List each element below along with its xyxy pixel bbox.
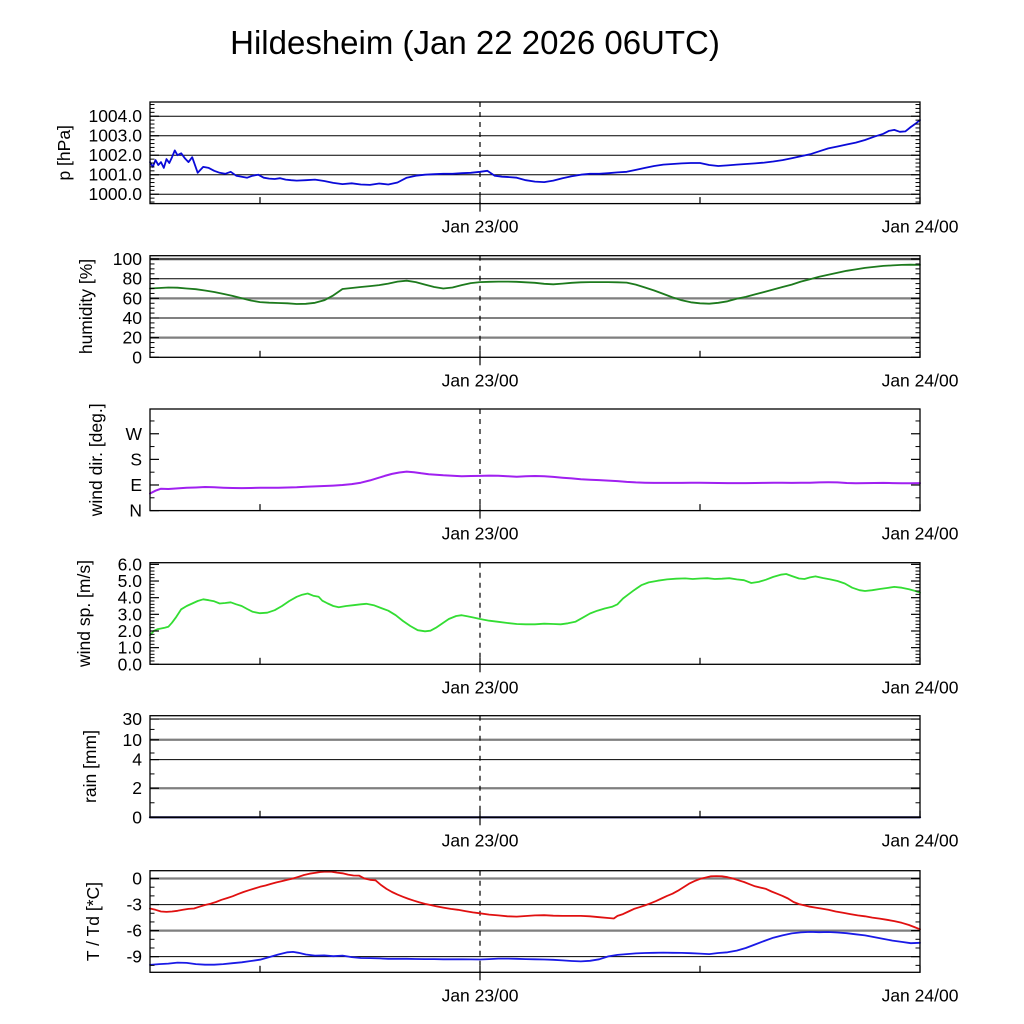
x-tick-label: Jan 23/00 (442, 677, 519, 697)
y-tick-label: 60 (123, 288, 143, 308)
y-tick-label: 1003.0 (88, 126, 142, 146)
wind-direction-line (149, 470, 921, 495)
x-tick-label: Jan 24/00 (882, 217, 959, 237)
x-tick-label: Jan 23/00 (442, 524, 519, 544)
y-tick-label: S (130, 449, 142, 469)
y-tick-label: 5.0 (118, 571, 143, 591)
pressure-line (149, 119, 921, 186)
x-tick-label: Jan 24/00 (882, 677, 959, 697)
x-tick-label: Jan 24/00 (882, 370, 959, 390)
y-tick-label: 0 (132, 347, 142, 367)
y-axis-label: humidity [%] (76, 259, 96, 354)
y-tick-label: 10 (123, 730, 143, 750)
y-tick-label: 0 (132, 807, 142, 827)
x-tick-label: Jan 23/00 (442, 217, 519, 237)
y-axis-label: p [hPa] (54, 125, 74, 180)
y-tick-label: 3.0 (118, 604, 143, 624)
y-tick-label: 0.0 (118, 654, 143, 674)
y-tick-label: 1002.0 (88, 145, 142, 165)
y-tick-label: 1000.0 (88, 184, 142, 204)
wind-speed-line (149, 573, 921, 637)
y-tick-label: 1.0 (118, 638, 143, 658)
x-tick-label: Jan 23/00 (442, 985, 519, 1005)
y-tick-label: 4 (132, 750, 142, 770)
y-tick-label: N (129, 501, 142, 521)
y-axis-label: wind sp. [m/s] (74, 560, 94, 668)
x-tick-label: Jan 23/00 (442, 830, 519, 850)
y-tick-label: 20 (123, 328, 143, 348)
y-axis-label: wind dir. [deg.] (86, 403, 106, 517)
chart-title: Hildesheim (Jan 22 2026 06UTC) (230, 24, 720, 61)
y-tick-label: 2 (132, 778, 142, 798)
x-tick-label: Jan 24/00 (882, 830, 959, 850)
y-tick-label: 1004.0 (88, 106, 142, 126)
panel-frame (149, 255, 921, 358)
y-tick-label: 100 (113, 249, 142, 269)
y-tick-label: -6 (126, 921, 142, 941)
panel-frame (149, 562, 921, 665)
y-tick-label: 30 (123, 709, 143, 729)
panel-wind-speed: 0.01.02.03.04.05.06.0 Jan 23/00 Jan 24/00 w… (74, 554, 959, 697)
y-tick-label: 1001.0 (88, 165, 142, 185)
y-tick-label: -9 (126, 947, 142, 967)
x-tick-label: Jan 24/00 (882, 524, 959, 544)
y-tick-label: 2.0 (118, 621, 143, 641)
y-tick-label: E (130, 475, 142, 495)
x-tick-label: Jan 24/00 (882, 985, 959, 1005)
panel-frame (149, 715, 921, 818)
panel-temperature: 0 -3 -6 -9 Jan 23/00 Jan 24/00 T / Td [*C] (83, 869, 959, 1006)
y-tick-label: W (125, 424, 142, 444)
dewpoint-line (149, 931, 921, 966)
y-axis-label: rain [mm] (80, 730, 100, 803)
y-tick-label: -3 (126, 895, 142, 915)
y-tick-label: 0 (132, 869, 142, 889)
temperature-line (149, 870, 921, 931)
humidity-line (149, 263, 921, 305)
y-tick-label: 80 (123, 269, 143, 289)
panel-frame (149, 408, 921, 512)
panel-frame (149, 101, 921, 205)
y-tick-label: 40 (123, 308, 143, 328)
x-tick-label: Jan 23/00 (442, 370, 519, 390)
y-axis-label: T / Td [*C] (83, 882, 103, 961)
y-tick-label: 6.0 (118, 554, 143, 574)
y-tick-label: 4.0 (118, 588, 143, 608)
